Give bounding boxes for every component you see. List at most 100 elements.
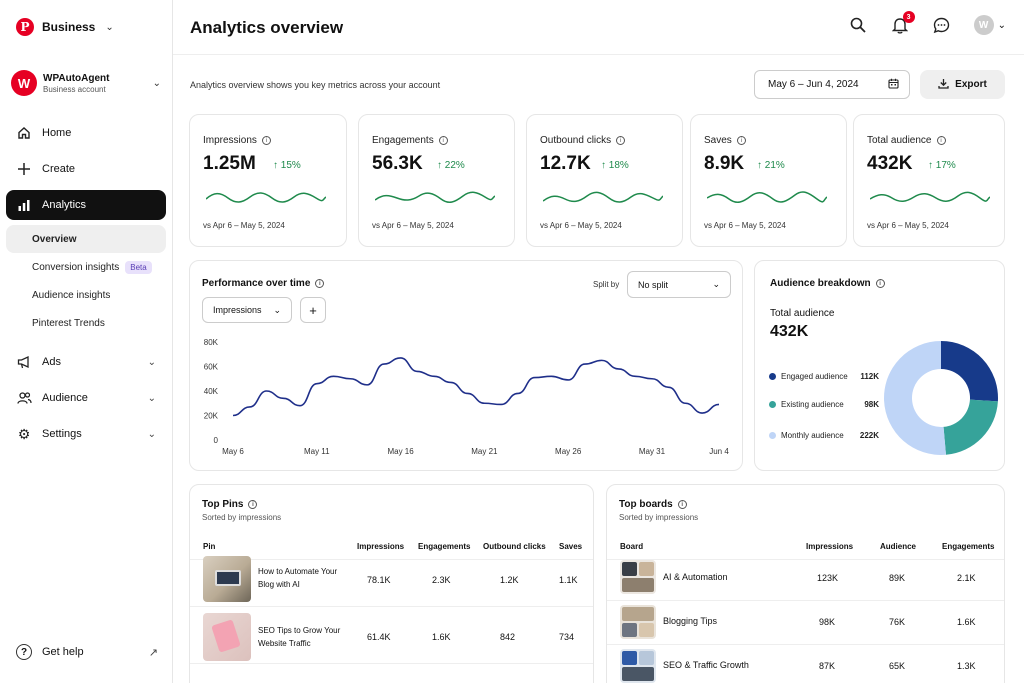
kpi-change: ↑ 18%	[601, 160, 629, 171]
chevron-down-icon: ⌄	[152, 77, 161, 89]
sidebar-item-label: Audience	[42, 392, 88, 404]
account-avatar: W	[11, 70, 37, 96]
sparkline	[870, 191, 990, 202]
kpi-card-engagements[interactable]: Engagements i 56.3K ↑ 22% vs Apr 6 – May …	[358, 114, 515, 247]
table-row[interactable]: Blogging Tips 98K 76K 1.6K	[607, 601, 1004, 645]
chat-icon[interactable]	[932, 15, 952, 35]
col-board: Board	[620, 542, 644, 551]
chevron-down-icon: ⌄	[147, 392, 156, 404]
kpi-change-value: 15%	[280, 160, 301, 171]
search-icon[interactable]	[848, 15, 868, 35]
chevron-down-icon: ⌄	[712, 279, 720, 289]
table-row[interactable]: How to Automate Your Blog with AI 78.1K …	[190, 551, 593, 607]
col-impressions[interactable]: Impressions	[806, 542, 854, 551]
info-icon[interactable]: i	[248, 500, 258, 509]
info-icon[interactable]: i	[936, 136, 946, 145]
megaphone-icon	[16, 355, 32, 369]
cell-engagements: 1.6K	[432, 632, 451, 642]
audience-donut-chart	[884, 341, 998, 455]
pin-thumbnail	[203, 556, 251, 602]
donut-slice[interactable]	[941, 341, 998, 402]
date-range-picker[interactable]: May 6 – Jun 4, 2024	[754, 70, 910, 99]
sidebar-item-analytics[interactable]: Analytics	[6, 190, 166, 220]
table-row[interactable]: SEO & Traffic Growth 87K 65K 1.3K	[607, 645, 1004, 683]
col-saves[interactable]: Saves	[559, 542, 583, 551]
info-icon[interactable]: i	[616, 136, 626, 145]
page-title: Analytics overview	[190, 18, 344, 37]
audience-card: Audience breakdown i Total audience 432K …	[754, 260, 1005, 471]
chevron-down-icon: ⌄	[147, 356, 156, 368]
arrow-up-icon: ↑	[601, 160, 606, 171]
sidebar-subitem-pinterest-trends[interactable]: Pinterest Trends	[6, 309, 166, 337]
top-boards-title: Top boards	[619, 499, 673, 510]
y-tick-label: 60K	[204, 363, 219, 372]
kpi-card-saves[interactable]: Saves i 8.9K ↑ 21% vs Apr 6 – May 5, 2024	[690, 114, 847, 247]
cell-engagements: 1.3K	[957, 661, 976, 671]
col-engagements[interactable]: Engagements	[942, 542, 995, 551]
kpi-value: 12.7K	[540, 153, 591, 174]
kpi-card-total-audience[interactable]: Total audience i 432K ↑ 17% vs Apr 6 – Ma…	[853, 114, 1005, 247]
col-impressions[interactable]: Impressions	[357, 542, 405, 551]
donut-slice[interactable]	[943, 399, 998, 455]
get-help-link[interactable]: ? Get help ↗	[16, 644, 158, 660]
metric-value: Impressions	[213, 305, 262, 315]
col-audience[interactable]: Audience	[880, 542, 917, 551]
sidebar-item-home[interactable]: Home	[6, 118, 166, 148]
pin-thumbnail	[203, 613, 251, 661]
x-tick-label: May 31	[639, 447, 666, 456]
info-icon[interactable]: i	[677, 500, 687, 509]
sidebar-subitem-conversion-insights[interactable]: Conversion insights Beta	[6, 253, 166, 281]
split-by-select[interactable]: No split ⌄	[627, 271, 731, 298]
table-header: Pin Impressions Engagements Outbound cli…	[190, 534, 593, 560]
legend-label: Existing audience	[781, 400, 844, 409]
board-thumbnail	[620, 605, 656, 639]
table-header: Board Impressions Audience Engagements	[607, 534, 1004, 560]
sidebar-item-create[interactable]: Create	[6, 154, 166, 184]
account-switcher[interactable]: W WPAutoAgent Business account ⌄	[11, 70, 161, 96]
col-pin: Pin	[203, 542, 216, 551]
board-name: Blogging Tips	[663, 616, 718, 626]
info-icon[interactable]: i	[736, 136, 746, 145]
split-by-label: Split by	[593, 280, 620, 289]
legend-value: 112K	[860, 372, 879, 381]
sidebar-item-label: Create	[42, 163, 76, 175]
sidebar-item-ads[interactable]: Ads ⌄	[6, 347, 166, 377]
export-button[interactable]: Export	[920, 70, 1005, 99]
x-tick-label: Jun 4	[709, 447, 729, 456]
kpi-compare: vs Apr 6 – May 5, 2024	[372, 221, 454, 230]
sidebar-subitem-overview[interactable]: Overview	[6, 225, 166, 253]
table-row[interactable]: SEO Tips to Grow Your Website Traffic 61…	[190, 608, 593, 664]
kpi-compare: vs Apr 6 – May 5, 2024	[704, 221, 786, 230]
sidebar-item-audience[interactable]: Audience ⌄	[6, 383, 166, 413]
table-row[interactable]: AI & Automation 123K 89K 2.1K	[607, 557, 1004, 601]
arrow-up-icon: ↑	[928, 160, 933, 171]
cell-impressions: 78.1K	[367, 575, 391, 585]
info-icon[interactable]: i	[438, 136, 448, 145]
beta-badge: Beta	[125, 260, 152, 274]
info-icon[interactable]: i	[261, 136, 271, 145]
sparkline	[543, 191, 663, 203]
performance-chart: 0 20K 40K 60K 80K May 6 May 11 May 16 May 21 May …	[204, 338, 730, 456]
sidebar-item-settings[interactable]: ⚙ Settings ⌄	[6, 419, 166, 449]
info-icon[interactable]: i	[315, 279, 325, 288]
brand-switcher[interactable]: P Business ⌄	[16, 18, 114, 36]
kpi-label: Impressions	[203, 135, 257, 146]
col-outbound-clicks[interactable]: Outbound clicks	[483, 542, 546, 551]
add-metric-button[interactable]: +	[300, 297, 326, 323]
cell-audience: 65K	[889, 661, 906, 671]
kpi-card-outbound-clicks[interactable]: Outbound clicks i 12.7K ↑ 18% vs Apr 6 – …	[526, 114, 683, 247]
donut-slice[interactable]	[884, 341, 946, 455]
col-engagements[interactable]: Engagements	[418, 542, 471, 551]
external-link-icon: ↗	[148, 646, 158, 659]
user-menu[interactable]: W ⌄	[973, 15, 1006, 35]
series-line	[232, 357, 720, 417]
top-pins-card: Top Pins i Sorted by impressions Pin Impr…	[189, 484, 594, 683]
bell-icon[interactable]: 3	[890, 11, 915, 35]
sidebar-item-label: Ads	[42, 356, 61, 368]
kpi-change-value: 17%	[935, 160, 956, 171]
metric-select[interactable]: Impressions ⌄	[202, 297, 292, 323]
bar-chart-icon	[16, 198, 32, 212]
sidebar-subitem-audience-insights[interactable]: Audience insights	[6, 281, 166, 309]
kpi-card-impressions[interactable]: Impressions i 1.25M ↑ 15% vs Apr 6 – May …	[189, 114, 347, 247]
info-icon[interactable]: i	[875, 279, 885, 288]
